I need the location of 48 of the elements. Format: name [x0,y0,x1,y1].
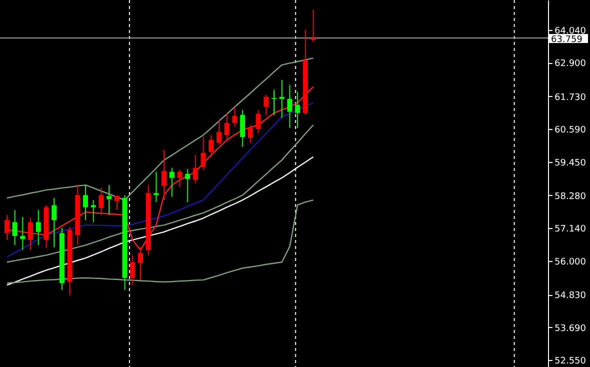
y-tick-label: 62.900 [554,59,586,70]
candlestick [90,200,96,223]
candlestick [310,9,316,42]
candlestick [264,94,269,116]
candlestick [138,246,143,280]
candlestick [106,184,112,216]
line-series [6,199,314,284]
candlestick [192,154,198,184]
y-tick-label: 59.450 [554,158,586,168]
candlestick [295,91,300,128]
y-tick-label: 60.590 [554,126,586,136]
line-series [6,57,314,201]
candlestick [12,210,18,246]
y-tick-label: 61.730 [554,92,586,103]
candlestick [185,168,190,203]
candlestick [20,216,26,251]
candlestick [52,198,57,248]
candlestick [240,110,246,148]
candlestick [83,184,88,221]
candlestick [169,167,174,198]
candlestick [272,89,276,116]
candlestick [248,124,253,144]
line-series [6,124,314,263]
candlestick [256,110,261,134]
candlestick [216,119,222,146]
candlestick [130,254,136,286]
candlestick [224,112,230,140]
candlestick [287,84,292,128]
candlestick [200,136,206,170]
candlestick [208,134,214,158]
candlestick [28,218,34,251]
y-tick-label: 57.140 [554,224,586,235]
y-tick-label: 53.690 [554,324,586,334]
candlestick [114,194,120,211]
y-tick-label: 54.830 [554,291,586,302]
candlestick [98,187,104,216]
ref-line-label: 63.759 [551,34,583,45]
y-tick-label: 52.550 [554,356,586,367]
candlestick [154,171,159,203]
y-tick-label: 64.040 [554,26,586,36]
candlestick [4,214,10,240]
candlestick [162,150,167,201]
y-tick-label: 56.000 [554,257,586,268]
y-tick-label: 58.280 [554,192,586,202]
candlestick [279,79,284,118]
candlestick [232,106,238,128]
candlestick [177,169,182,188]
candlestick [36,210,41,246]
